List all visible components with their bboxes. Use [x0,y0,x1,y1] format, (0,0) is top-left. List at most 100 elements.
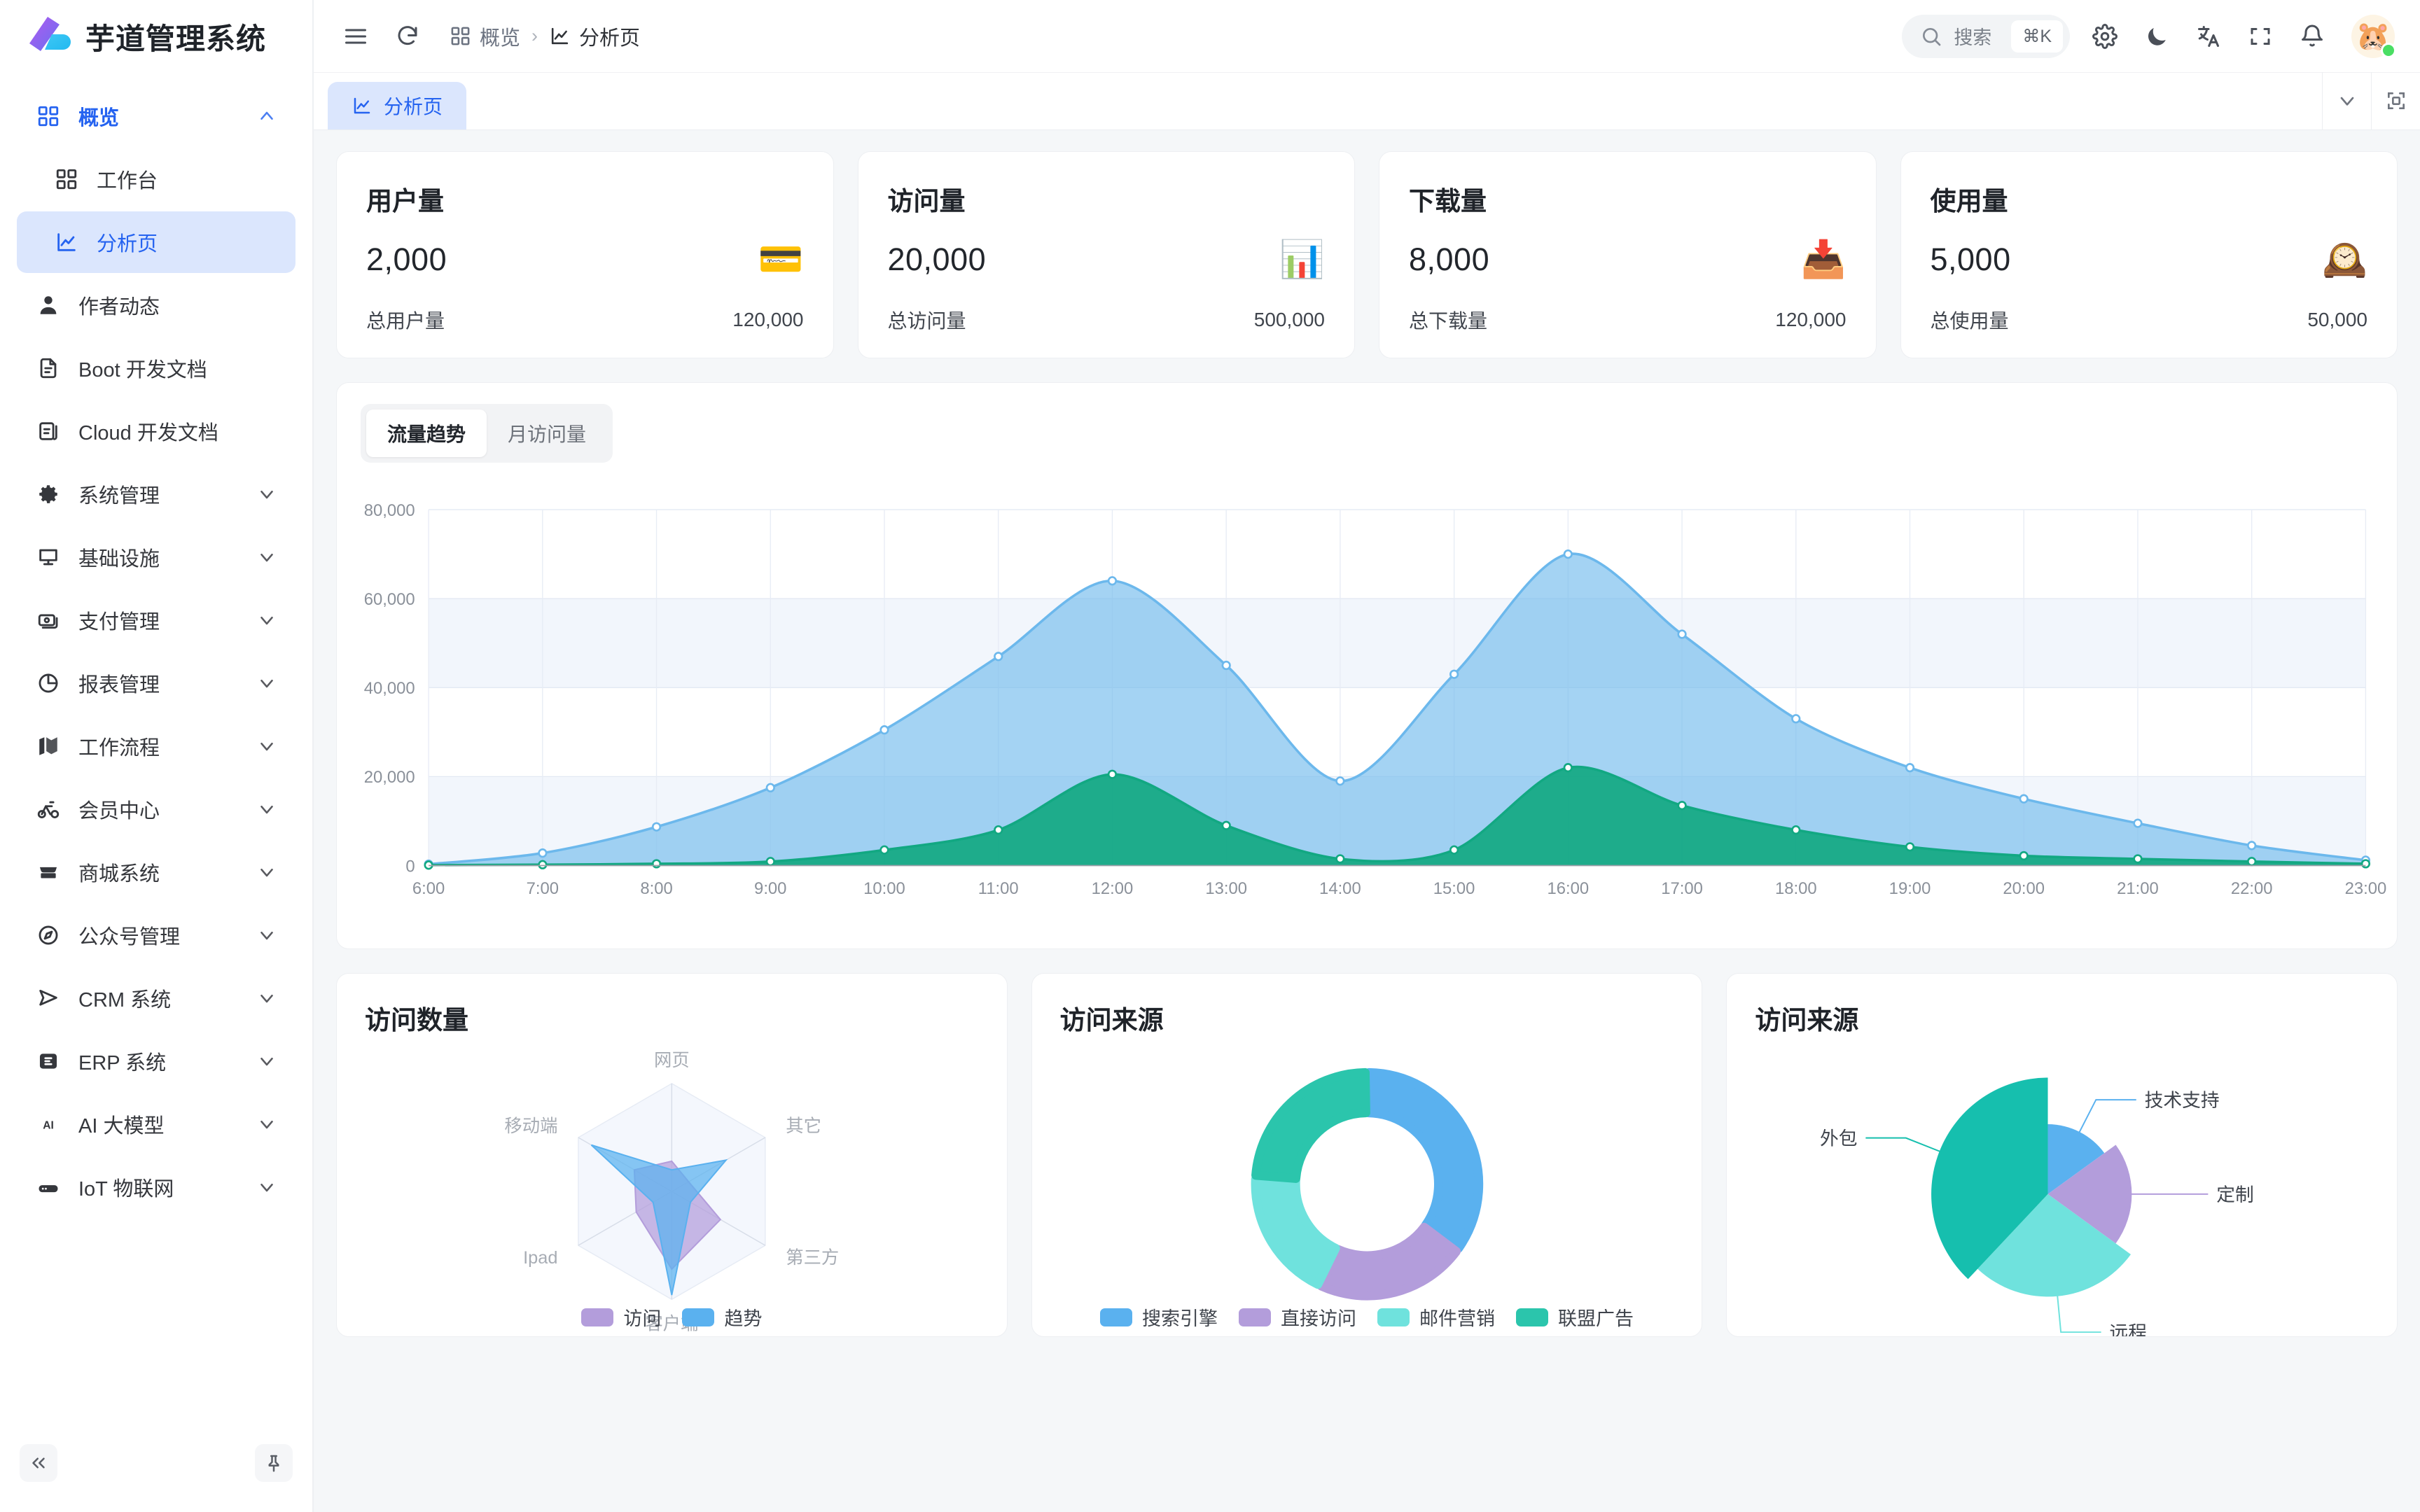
payment-icon [35,607,62,634]
sidebar-item-7[interactable]: 基础设施 [17,526,295,588]
legend-color-chip [682,1308,715,1326]
sidebar-item-4[interactable]: Boot 开发文档 [17,337,295,399]
legend-item[interactable]: 搜索引擎 [1100,1303,1218,1331]
sidebar-item-12[interactable]: 商城系统 [17,841,295,903]
legend-color-chip [1239,1308,1271,1326]
brand-logo[interactable]: 芋道管理系统 [0,0,312,73]
svg-text:22:00: 22:00 [2231,879,2273,898]
gear-icon [35,481,62,507]
legend-item[interactable]: 趋势 [682,1303,762,1331]
sidebar-item-9[interactable]: 报表管理 [17,652,295,714]
chevron-down-icon[interactable] [2322,72,2371,130]
svg-text:AI: AI [43,1119,54,1131]
trend-tab-monthly[interactable]: 月访问量 [508,424,587,445]
sidebar-item-6[interactable]: 系统管理 [17,463,295,525]
bell-icon[interactable] [2295,20,2329,53]
sidebar-item-5[interactable]: Cloud 开发文档 [17,400,295,462]
tab-analysis[interactable]: 分析页 [328,82,467,130]
trend-tab-traffic[interactable]: 流量趋势 [366,410,487,457]
legend-label: 趋势 [724,1308,763,1329]
pin-sidebar-button[interactable] [255,1444,293,1482]
legend-item[interactable]: 联盟广告 [1516,1303,1634,1331]
svg-text:移动端: 移动端 [504,1116,557,1136]
stat-title: 下载量 [1409,187,1487,216]
donut-chart[interactable] [1032,1038,1702,1336]
chevron-up-icon[interactable] [256,106,277,127]
stat-foot-value: 120,000 [732,309,804,330]
page-content: 用户量 2,000 💳 总用户量 120,000 访问量 20,000 📊 总访问量 500,00… [314,130,2420,1512]
top-header: 概览 › 分析页 搜索 ⌘K [314,0,2420,73]
legend-item[interactable]: 访问 [581,1303,661,1331]
chevron-down-icon[interactable] [256,799,277,820]
chevron-down-icon[interactable] [256,988,277,1009]
svg-text:外包: 外包 [1820,1128,1857,1149]
donut-svg [1251,1068,1483,1301]
donut-legend: 搜索引擎 直接访问 邮件营销 联盟广告 [1032,1303,1702,1331]
sidebar-item-label: CRM 系统 [78,989,172,1011]
sidebar-item-13[interactable]: 公众号管理 [17,904,295,966]
search-input[interactable]: 搜索 ⌘K [1902,14,2070,58]
legend-item[interactable]: 直接访问 [1239,1303,1356,1331]
chevron-down-icon[interactable] [256,484,277,505]
fullscreen-icon[interactable] [2244,20,2277,53]
user-icon [35,292,62,318]
chevron-down-icon[interactable] [256,862,277,883]
rose-card: 访问来源 技术支持 定制 远程 外包 [1726,973,2398,1337]
stat-card: 下载量 8,000 📥 总下载量 120,000 [1379,151,1877,358]
chevron-down-icon[interactable] [256,736,277,757]
svg-text:其它: 其它 [786,1116,821,1136]
sidebar-item-label: 系统管理 [78,485,160,507]
svg-text:17:00: 17:00 [1661,879,1703,898]
stat-value: 20,000 [887,241,987,277]
sidebar-item-11[interactable]: 会员中心 [17,778,295,840]
sidebar-item-1[interactable]: 工作台 [17,148,295,210]
chevron-down-icon[interactable] [256,1051,277,1072]
legend-color-chip [1100,1308,1132,1326]
svg-text:15:00: 15:00 [1433,879,1475,898]
donut-card-title: 访问来源 [1059,1006,1164,1035]
translate-icon[interactable] [2192,20,2225,53]
chevron-down-icon[interactable] [256,673,277,694]
refresh-icon[interactable] [391,20,424,53]
stat-main-row: 8,000 📥 [1409,241,1847,278]
avatar-status-dot [2381,42,2396,58]
chevron-down-icon[interactable] [256,610,277,631]
avatar[interactable]: 🐹 [2351,14,2396,58]
rose-chart[interactable]: 技术支持 定制 远程 外包 [1727,1038,2397,1336]
sidebar-item-15[interactable]: ERP 系统 [17,1030,295,1092]
breadcrumb-item-analysis[interactable]: 分析页 [549,22,640,51]
sidebar-item-3[interactable]: 作者动态 [17,274,295,336]
sidebar-item-2[interactable]: 分析页 [17,211,295,273]
radar-chart[interactable]: 网页 其它 第三方 客户端 Ipad 移动端 [337,1038,1007,1336]
chevron-down-icon[interactable] [256,925,277,946]
gear-icon[interactable] [2088,20,2122,53]
sidebar-item-8[interactable]: 支付管理 [17,589,295,651]
svg-text:10:00: 10:00 [863,879,905,898]
svg-text:23:00: 23:00 [2345,879,2387,898]
clock-icon: 🕰️ [2322,239,2367,280]
stat-main-row: 2,000 💳 [366,241,804,278]
stat-footer: 总用户量 120,000 [366,306,804,334]
breadcrumb-item-overview[interactable]: 概览 [450,22,520,51]
chevron-down-icon[interactable] [256,547,277,568]
svg-text:13:00: 13:00 [1205,879,1247,898]
legend-item[interactable]: 邮件营销 [1377,1303,1495,1331]
sidebar-item-14[interactable]: CRM 系统 [17,967,295,1029]
sidebar-item-16[interactable]: AI AI 大模型 [17,1093,295,1155]
trend-chart[interactable]: 0 20,000 40,000 60,000 80,000 6:00 7:00 8:00 9:0… [361,474,2386,936]
sidebar-item-label: 商城系统 [78,863,160,886]
sidebar-item-10[interactable]: 工作流程 [17,715,295,777]
chevron-down-icon[interactable] [256,1177,277,1198]
sidebar-item-17[interactable]: IoT 物联网 [17,1156,295,1218]
collapse-sidebar-button[interactable] [20,1444,57,1482]
legend-label: 邮件营销 [1419,1308,1495,1329]
hamburger-icon[interactable] [339,20,373,53]
moon-icon[interactable] [2140,20,2174,53]
svg-text:远程: 远程 [2110,1322,2147,1337]
chevron-down-icon[interactable] [256,1114,277,1135]
donut-card: 访问来源 搜索引擎 直接访问 邮件营销 联盟广告 [1031,973,1703,1337]
maximize-content-icon[interactable] [2371,72,2420,130]
sidebar-item-label: 工作流程 [78,737,160,760]
sidebar-item-0[interactable]: 概览 [17,85,295,147]
